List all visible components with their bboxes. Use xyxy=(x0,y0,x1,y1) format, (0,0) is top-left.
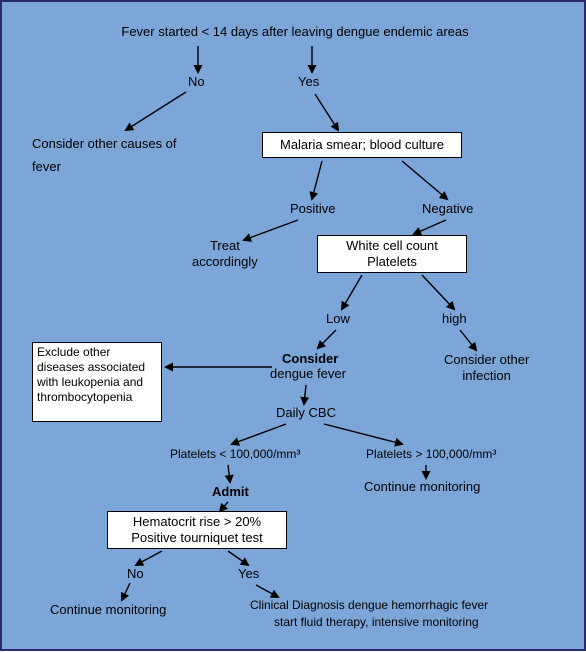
white-cell-count-label: White cell count Platelets xyxy=(322,238,462,271)
hematocrit-label: Hematocrit rise > 20% Positive tournique… xyxy=(112,514,282,547)
clinical-diagnosis-2: start fluid therapy, intensive monitorin… xyxy=(274,615,479,629)
label-positive: Positive xyxy=(290,201,336,217)
dengue-fever-label: dengue fever xyxy=(270,366,346,382)
daily-cbc-label: Daily CBC xyxy=(276,405,336,421)
admit-label: Admit xyxy=(212,484,249,500)
label-yes-1: Yes xyxy=(298,74,319,90)
malaria-smear-label: Malaria smear; blood culture xyxy=(280,137,444,153)
flowchart-canvas: Fever started < 14 days after leaving de… xyxy=(0,0,586,651)
platelets-high-label: Platelets > 100,000/mm³ xyxy=(366,447,496,461)
label-no-2: No xyxy=(127,566,144,582)
label-yes-2: Yes xyxy=(238,566,259,582)
arrows-layer xyxy=(2,2,586,653)
hematocrit-box: Hematocrit rise > 20% Positive tournique… xyxy=(107,511,287,549)
consider-bold: Consider xyxy=(282,351,338,367)
label-no-1: No xyxy=(188,74,205,90)
label-low: Low xyxy=(326,311,350,327)
label-negative: Negative xyxy=(422,201,473,217)
label-high: high xyxy=(442,311,467,327)
other-causes-fever: Consider other causes of fever xyxy=(32,132,232,179)
continue-monitoring-2: Continue monitoring xyxy=(50,602,166,618)
continue-monitoring-1: Continue monitoring xyxy=(364,479,480,495)
clinical-diagnosis-1: Clinical Diagnosis dengue hemorrhagic fe… xyxy=(250,598,488,612)
consider-other-infection: Consider other infection xyxy=(444,352,529,383)
malaria-smear-box: Malaria smear; blood culture xyxy=(262,132,462,158)
exclude-diseases-box: Exclude other diseases associated with l… xyxy=(32,342,162,422)
root-question: Fever started < 14 days after leaving de… xyxy=(62,24,528,40)
treat-accordingly: Treat accordingly xyxy=(192,238,258,269)
exclude-diseases-label: Exclude other diseases associated with l… xyxy=(37,345,157,405)
platelets-low-label: Platelets < 100,000/mm³ xyxy=(170,447,300,461)
white-cell-count-box: White cell count Platelets xyxy=(317,235,467,273)
